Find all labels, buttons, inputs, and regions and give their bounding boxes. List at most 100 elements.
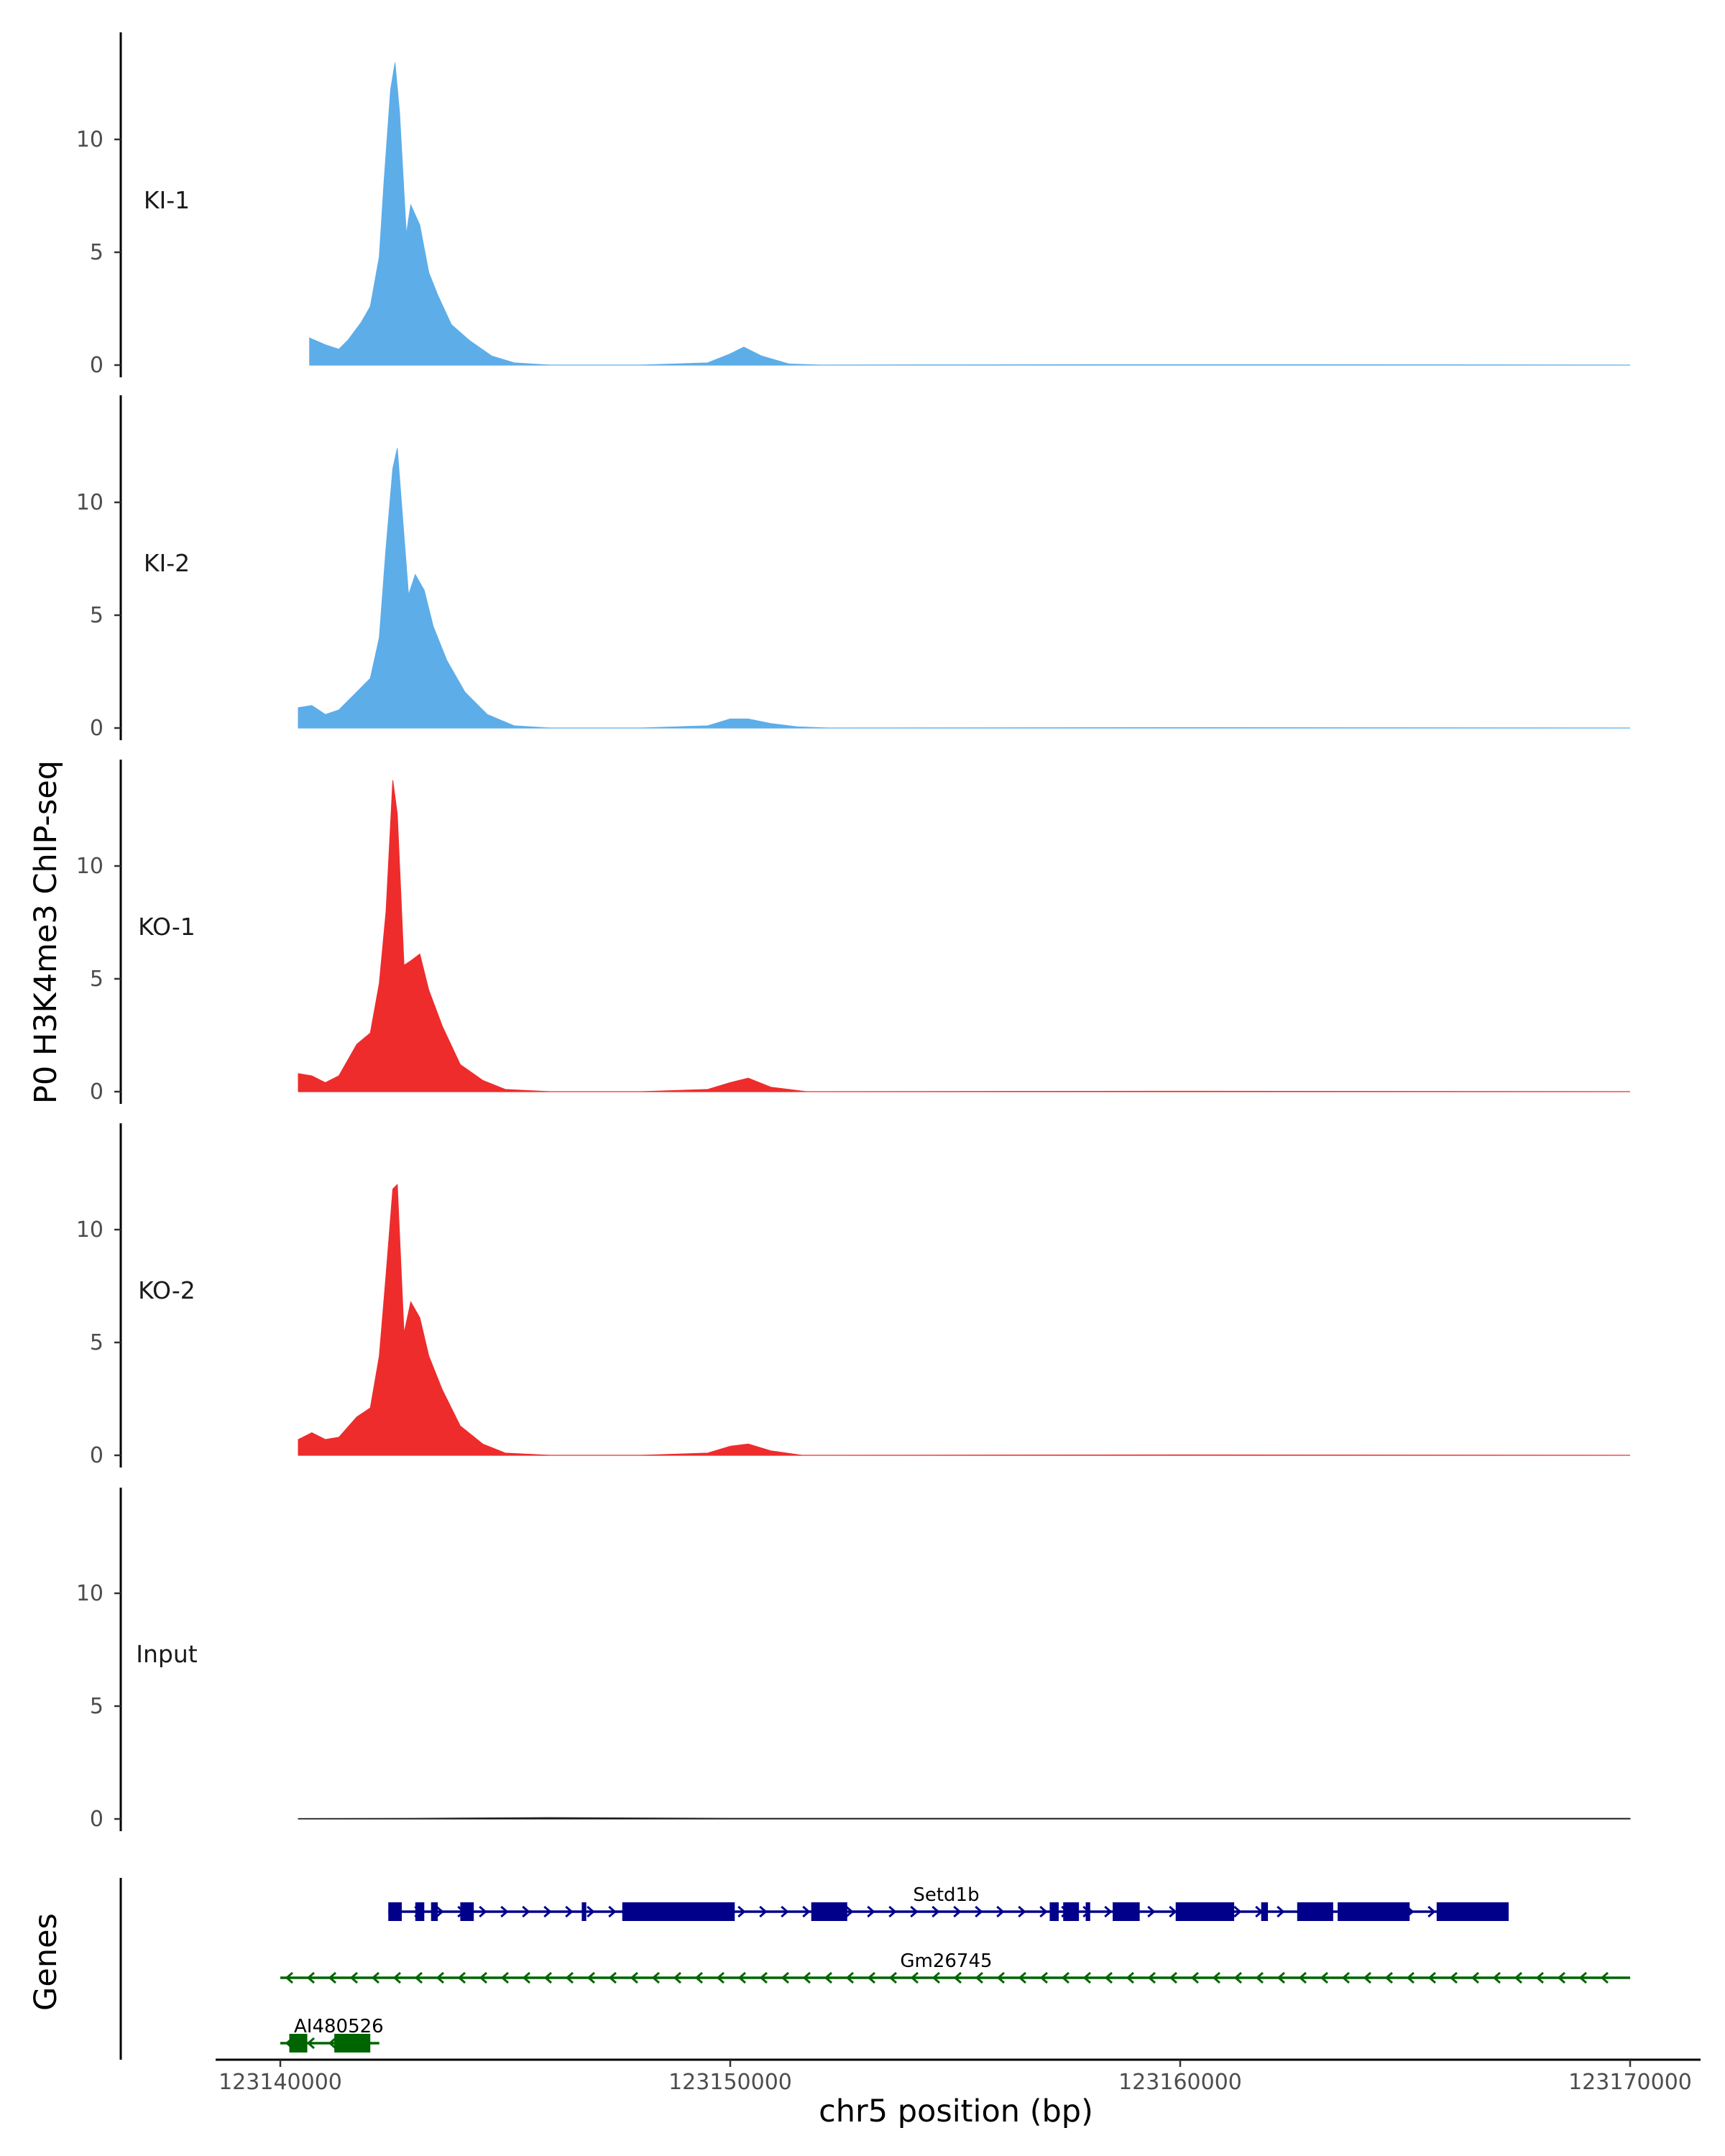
strand-arrow <box>888 1905 897 1918</box>
y-tick-label: 10 <box>76 1217 104 1243</box>
y-tick-label: 10 <box>76 127 104 152</box>
gene-name-label: Setd1b <box>913 1884 979 1906</box>
gene-exon <box>1175 1902 1235 1921</box>
strand-arrow <box>1104 1971 1113 1984</box>
strand-arrow <box>1233 1905 1242 1918</box>
strand-arrow <box>651 1971 660 1984</box>
gene-exon <box>1261 1902 1269 1921</box>
strand-arrow <box>845 1971 854 1984</box>
track-ki-2: 0 5 10 KI-2 <box>76 395 1631 741</box>
strand-arrow <box>414 1971 423 1984</box>
strand-arrow <box>608 1905 617 1918</box>
strand-arrow <box>975 1971 983 1984</box>
strand-arrow <box>1384 1971 1393 1984</box>
strand-arrow <box>479 1905 487 1918</box>
strand-arrow <box>500 1905 509 1918</box>
strand-arrow <box>1514 1971 1522 1984</box>
strand-arrow <box>716 1971 724 1984</box>
strand-arrow <box>1147 1971 1156 1984</box>
strand-arrow <box>759 1971 768 1984</box>
strand-arrow <box>1363 1971 1371 1984</box>
strand-arrow <box>1427 1905 1436 1918</box>
y-tick-label: 10 <box>76 490 104 515</box>
strand-arrow <box>371 1971 380 1984</box>
strand-arrow <box>694 1971 703 1984</box>
gene-gm26745: Gm26745 <box>280 1950 1630 1984</box>
track-label: KI-2 <box>144 549 190 577</box>
strand-arrow <box>824 1971 832 1984</box>
strand-arrow <box>932 1971 940 1984</box>
track-label: KI-1 <box>144 186 190 214</box>
strand-arrow <box>867 1905 875 1918</box>
strand-arrow <box>781 1905 789 1918</box>
strand-arrow <box>673 1971 681 1984</box>
strand-arrow <box>1276 1905 1285 1918</box>
strand-arrow <box>1276 1971 1285 1984</box>
y-tick-label: 0 <box>90 353 104 378</box>
x-tick-label: 123140000 <box>218 2070 342 2095</box>
gene-exon <box>415 1902 425 1921</box>
strand-arrow <box>586 1905 595 1918</box>
strand-arrow <box>392 1971 401 1984</box>
strand-arrow <box>436 1971 444 1984</box>
strand-arrow <box>1061 1971 1070 1984</box>
gene-name-label: Gm26745 <box>900 1950 992 1972</box>
strand-arrow <box>1233 1971 1242 1984</box>
strand-arrow <box>522 1905 530 1918</box>
y-axis-title: P0 H3K4me3 ChIP-seq <box>28 760 64 1104</box>
gene-exon <box>1297 1902 1333 1921</box>
strand-arrow <box>1535 1971 1544 1984</box>
strand-arrow <box>1018 1971 1026 1984</box>
strand-arrow <box>737 1905 746 1918</box>
y-tick-label: 0 <box>90 1807 104 1832</box>
strand-arrow <box>1406 1971 1414 1984</box>
gene-exon <box>388 1902 402 1921</box>
x-tick-label: 123150000 <box>668 2070 792 2095</box>
strand-arrow <box>1578 1971 1587 1984</box>
strand-arrow <box>1449 1971 1458 1984</box>
gene-exon <box>1338 1902 1410 1921</box>
gene-exon <box>1063 1902 1080 1921</box>
strand-arrow <box>1298 1971 1307 1984</box>
gene-exon <box>622 1902 735 1921</box>
gene-exon <box>460 1902 474 1921</box>
strand-arrow <box>328 1971 336 1984</box>
strand-arrow <box>1039 1971 1048 1984</box>
strand-arrow <box>565 1905 574 1918</box>
gene-exon <box>1049 1902 1059 1921</box>
y-tick-label: 10 <box>76 854 104 879</box>
gene-exon <box>581 1902 586 1921</box>
gene-setd1b: Setd1b <box>388 1884 1509 1921</box>
track-label: KO-1 <box>138 913 196 941</box>
y-tick-label: 5 <box>90 603 104 628</box>
x-tick-label: 123160000 <box>1118 2070 1242 2095</box>
strand-arrow <box>543 1905 552 1918</box>
x-tick-label: 123170000 <box>1568 2070 1692 2095</box>
strand-arrow <box>586 1971 595 1984</box>
x-axis-title: chr5 position (bp) <box>819 2093 1093 2129</box>
strand-arrow <box>888 1971 897 1984</box>
strand-arrow <box>543 1971 552 1984</box>
x-axis: 123140000 123150000 123160000 123170000 <box>216 2058 1701 2095</box>
signal-area <box>298 1184 1631 1456</box>
y-tick-label: 5 <box>90 240 104 265</box>
strand-arrow <box>953 1905 962 1918</box>
gene-exon <box>1085 1902 1090 1921</box>
strand-arrow <box>436 1905 444 1918</box>
strand-arrow <box>781 1971 789 1984</box>
track-input: 0 5 10 Input <box>76 1488 1631 1832</box>
strand-arrow <box>1169 1905 1177 1918</box>
strand-arrow <box>1147 1905 1156 1918</box>
gene-annotation-panel: Setd1b Gm26745 AI480526 <box>119 1878 1630 2060</box>
gene-exon <box>289 2034 308 2053</box>
signal-area <box>298 448 1631 729</box>
strand-arrow <box>349 1971 358 1984</box>
strand-arrow <box>910 1971 919 1984</box>
strand-arrow <box>1190 1971 1199 1984</box>
strand-arrow <box>1341 1971 1350 1984</box>
strand-arrow <box>1212 1971 1220 1984</box>
gene-exon <box>334 2034 371 2053</box>
strand-arrow <box>565 1971 574 1984</box>
